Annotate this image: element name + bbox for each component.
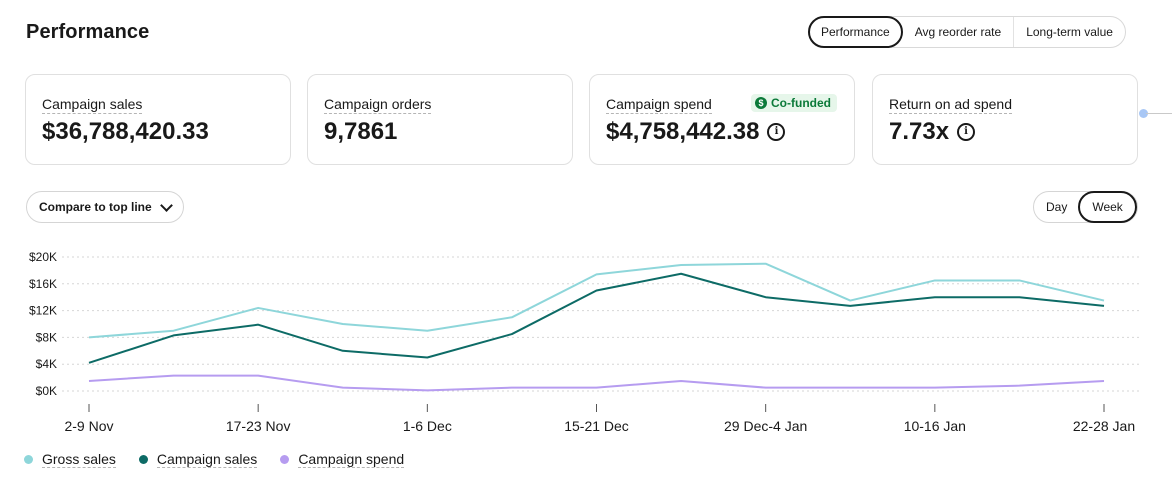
y-tick-label: $20K <box>29 250 57 264</box>
metric-value: $4,758,442.38 i <box>606 118 786 146</box>
metric-card-return-on-ad-spend: Return on ad spend 7.73x i <box>872 74 1138 165</box>
legend-item-campaign-sales[interactable]: Campaign sales <box>138 451 258 468</box>
metric-value: 7.73x i <box>889 118 976 146</box>
legend-label: Campaign spend <box>298 451 405 468</box>
series-line-campaign-sales <box>88 272 1105 364</box>
y-tick-label: $0K <box>36 384 57 398</box>
tab-long-term-value[interactable]: Long-term value <box>1013 17 1125 47</box>
x-tick-label: 22-28 Jan <box>1073 418 1135 434</box>
granularity-week[interactable]: Week <box>1078 191 1137 223</box>
legend-item-campaign-spend[interactable]: Campaign spend <box>280 451 405 468</box>
metric-label[interactable]: Campaign spend <box>606 96 712 114</box>
compare-button-label: Compare to top line <box>39 200 152 214</box>
tab-performance[interactable]: Performance <box>808 16 903 48</box>
metric-card-campaign-sales: Campaign sales $36,788,420.33 <box>25 74 291 165</box>
metric-label[interactable]: Return on ad spend <box>889 96 1012 114</box>
metric-value: $36,788,420.33 <box>42 118 209 145</box>
page-title: Performance <box>26 21 150 43</box>
x-tick-label: 15-21 Dec <box>564 418 629 434</box>
legend-label: Campaign sales <box>156 451 258 468</box>
metric-label[interactable]: Campaign orders <box>324 96 432 114</box>
x-tick-label: 2-9 Nov <box>64 418 113 434</box>
carousel-track <box>1146 113 1172 114</box>
chart-legend: Gross sales Campaign sales Campaign spen… <box>24 451 427 468</box>
dollar-icon: $ <box>755 97 767 109</box>
info-icon[interactable]: i <box>957 123 976 141</box>
chevron-down-icon <box>159 198 173 212</box>
carousel-handle[interactable] <box>1139 109 1148 118</box>
x-tick-label: 10-16 Jan <box>904 418 966 434</box>
metric-card-campaign-orders: Campaign orders 9,7861 <box>307 74 573 165</box>
performance-line-chart: $0K $4K $8K $12K $16K $20K 2-9 Nov 17-23 Nov 1-6… <box>29 250 1140 434</box>
tab-avg-reorder-rate[interactable]: Avg reorder rate <box>914 25 1002 39</box>
y-tick-label: $8K <box>36 330 57 344</box>
cofunded-badge-label: Co-funded <box>771 96 831 110</box>
legend-swatch <box>24 455 33 464</box>
metric-value: 9,7861 <box>324 118 398 145</box>
x-tick-label: 1-6 Dec <box>403 418 452 434</box>
compare-to-top-line-button[interactable]: Compare to top line <box>26 191 184 223</box>
x-tick-label: 29 Dec-4 Jan <box>724 418 807 434</box>
y-tick-label: $12K <box>29 304 57 318</box>
legend-swatch <box>280 455 290 464</box>
legend-label: Gross sales <box>42 451 116 468</box>
metric-label[interactable]: Campaign sales <box>42 96 143 114</box>
x-tick-label: 17-23 Nov <box>226 418 291 434</box>
view-tab-group: Performance Avg reorder rate Long-term v… <box>808 16 1126 48</box>
info-icon[interactable]: i <box>767 123 786 141</box>
y-tick-label: $4K <box>36 357 57 371</box>
y-tick-label: $16K <box>29 277 57 291</box>
granularity-toggle: Day Week <box>1033 191 1138 223</box>
metric-card-campaign-spend: Campaign spend $ Co-funded $4,758,442.38… <box>589 74 855 165</box>
series-line-campaign-spend <box>88 374 1105 392</box>
cofunded-badge: $ Co-funded <box>751 94 837 112</box>
legend-swatch <box>138 455 148 464</box>
legend-item-gross-sales[interactable]: Gross sales <box>24 451 116 468</box>
granularity-day[interactable]: Day <box>1046 200 1068 214</box>
